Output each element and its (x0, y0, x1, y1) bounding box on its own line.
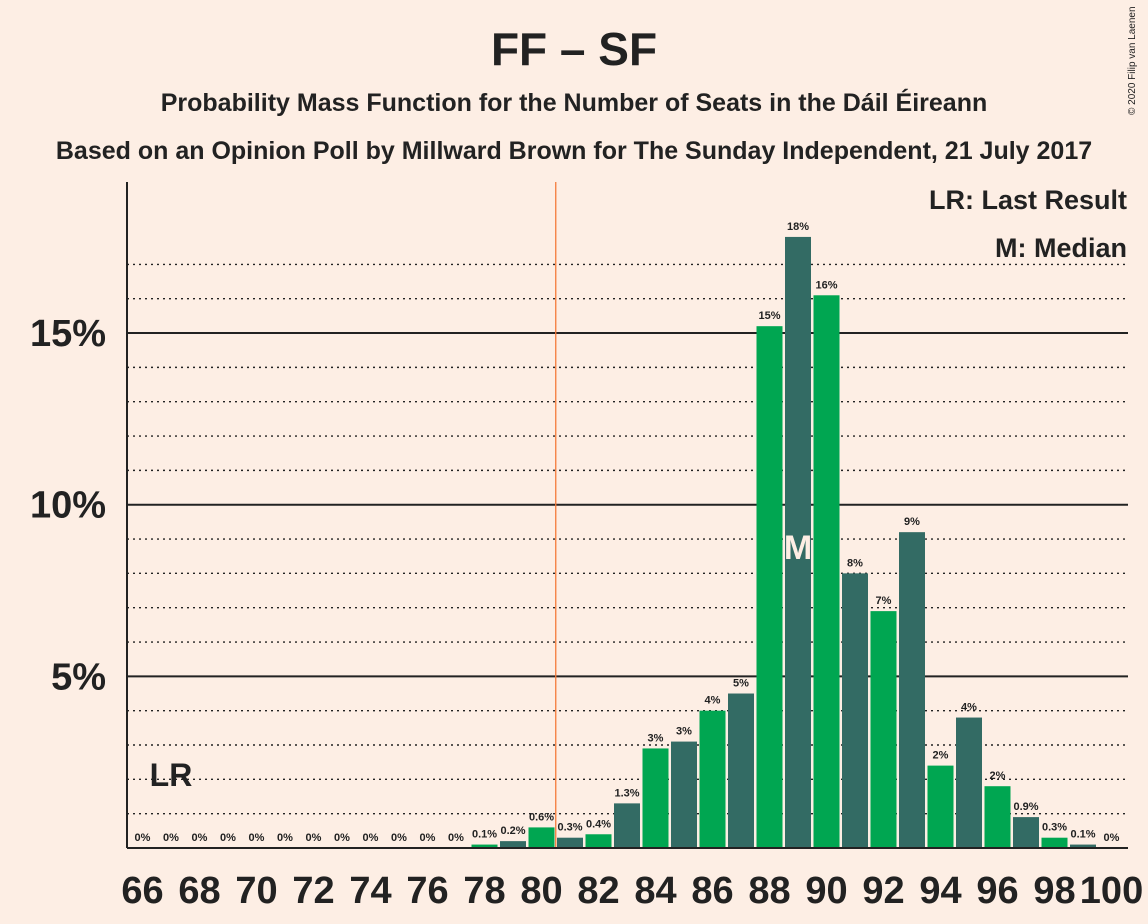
bar-seats-90 (813, 295, 840, 848)
bar-seats-81 (557, 837, 583, 848)
x-tick-label: 84 (634, 870, 676, 912)
bar-seats-95 (956, 717, 982, 848)
bar-value-label: 16% (815, 279, 837, 291)
bar-value-label: 0% (448, 832, 464, 844)
bar-seats-83 (614, 803, 640, 848)
x-tick-label: 66 (121, 870, 163, 912)
x-tick-label: 68 (178, 870, 220, 912)
bar-seats-86 (699, 710, 726, 848)
bar-seats-87 (728, 693, 754, 848)
bar-value-label: 3% (648, 732, 664, 744)
bar-seats-78 (471, 844, 498, 848)
bar-value-label: 0% (1104, 832, 1120, 844)
bar-seats-96 (984, 786, 1011, 848)
bar-seats-91 (842, 573, 868, 848)
x-tick-label: 96 (976, 870, 1018, 912)
chart-subtitle: Probability Mass Function for the Number… (160, 89, 988, 117)
bar-value-label: 0.1% (472, 829, 497, 841)
x-tick-label: 74 (349, 870, 391, 912)
bar-value-label: 15% (758, 310, 780, 322)
chart-subtitle-source: Based on an Opinion Poll by Millward Bro… (55, 137, 1093, 165)
bar-value-label: 2% (990, 770, 1006, 782)
y-tick-label: 5% (51, 656, 106, 698)
bar-seats-92 (870, 611, 897, 848)
last-result-marker: LR (150, 757, 193, 793)
x-tick-label: 86 (691, 870, 733, 912)
x-tick-label: 82 (577, 870, 619, 912)
legend-entry: LR: Last Result (929, 185, 1127, 215)
bar-seats-99 (1070, 844, 1096, 848)
bar-value-label: 0.9% (1013, 801, 1038, 813)
bar-value-label: 2% (933, 750, 949, 762)
bar-seats-79 (500, 841, 526, 848)
bar-value-label: 4% (961, 702, 977, 714)
x-tick-label: 76 (406, 870, 448, 912)
bar-value-label: 0.3% (1042, 822, 1067, 834)
bar-seats-80 (528, 827, 555, 848)
bar-seats-88 (756, 326, 783, 849)
bar-seats-85 (671, 741, 697, 848)
bar-value-label: 0.4% (586, 818, 611, 830)
y-tick-label: 10% (30, 485, 106, 527)
x-tick-label: 78 (463, 870, 505, 912)
bar-value-label: 0% (163, 832, 179, 844)
x-tick-label: 90 (805, 870, 847, 912)
median-marker: M (784, 529, 812, 567)
bar-value-label: 9% (904, 516, 920, 528)
bar-value-label: 0% (420, 832, 436, 844)
bar-value-label: 0% (334, 832, 350, 844)
bar-value-label: 0% (135, 832, 151, 844)
bar-value-label: 0% (249, 832, 265, 844)
bar-value-label: 0.2% (500, 825, 525, 837)
x-tick-label: 92 (862, 870, 904, 912)
bar-value-label: 4% (705, 695, 721, 707)
legend-entry: M: Median (995, 233, 1127, 263)
bar-value-label: 0% (192, 832, 208, 844)
bar-seats-89 (785, 236, 811, 848)
bar-value-label: 5% (733, 678, 749, 690)
bar-seats-97 (1013, 817, 1039, 848)
bar-seats-93 (899, 532, 925, 848)
bar-value-label: 18% (787, 221, 809, 233)
bar-value-label: 0% (391, 832, 407, 844)
y-tick-label: 15% (30, 313, 106, 355)
bar-value-label: 0.6% (529, 811, 554, 823)
chart-title: FF – SF (490, 23, 658, 75)
bar-value-label: 3% (676, 726, 692, 738)
bar-value-label: 8% (847, 557, 863, 569)
bar-value-label: 7% (876, 595, 892, 607)
bar-value-label: 0% (363, 832, 379, 844)
x-tick-label: 72 (292, 870, 334, 912)
bar-value-label: 0% (220, 832, 236, 844)
bar-value-label: 0% (306, 832, 322, 844)
bar-seats-84 (642, 748, 669, 848)
bar-seats-82 (585, 834, 612, 848)
x-tick-label: 100 (1080, 870, 1143, 912)
bar-seats-98 (1041, 837, 1068, 848)
x-tick-label: 70 (235, 870, 277, 912)
x-tick-label: 98 (1033, 870, 1075, 912)
x-tick-label: 88 (748, 870, 790, 912)
x-tick-label: 94 (919, 870, 961, 912)
bar-value-label: 0.1% (1070, 829, 1095, 841)
bar-value-label: 0% (277, 832, 293, 844)
x-tick-label: 80 (520, 870, 562, 912)
bar-seats-94 (927, 765, 954, 848)
bar-value-label: 1.3% (614, 787, 639, 799)
bar-value-label: 0.3% (557, 822, 582, 834)
